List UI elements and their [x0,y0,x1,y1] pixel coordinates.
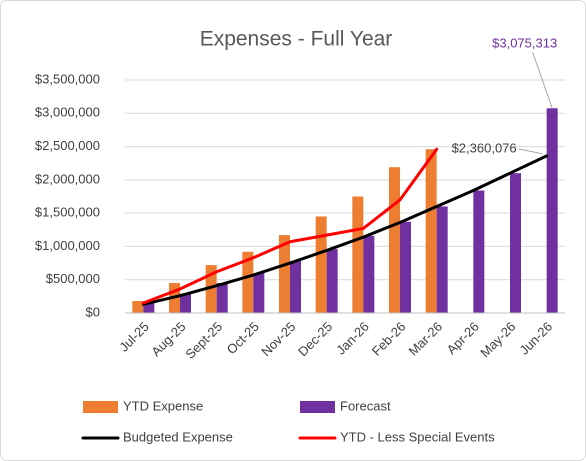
bar [315,216,327,313]
legend-label: Forecast [340,398,391,413]
bar [473,190,485,313]
legend-label: Budgeted Expense [123,429,233,444]
y-tick-label: $3,500,000 [35,71,100,86]
y-tick-label: $500,000 [46,271,100,286]
y-tick-label: $1,000,000 [35,238,100,253]
bar [363,235,375,313]
bar [425,149,437,313]
bar [216,283,228,313]
bar [143,303,155,313]
bar [510,173,521,313]
legend-swatch [83,401,118,413]
chart-title: Expenses - Full Year [200,28,393,51]
y-tick-label: $2,000,000 [35,171,100,186]
line [141,147,439,305]
bar [400,221,411,313]
bar [205,265,217,313]
bar [326,249,338,313]
legend-label: YTD Expense [123,398,203,413]
bar [389,167,400,313]
y-tick-label: $2,500,000 [35,138,100,153]
bar [242,251,254,313]
y-tick-label: $1,500,000 [35,205,100,220]
bar [180,293,191,313]
bar [253,273,265,313]
data-label: $3,075,313 [492,36,557,51]
bar [352,196,364,313]
bar [290,261,301,313]
bar [436,206,448,313]
line [141,154,549,306]
bar [546,108,558,313]
y-tick-label: $0 [86,304,100,319]
bar [279,235,290,313]
legend-swatch [300,401,335,413]
leader-line [532,52,553,109]
y-tick-label: $3,000,000 [35,105,100,120]
legend-label: YTD - Less Special Events [340,429,495,444]
bar [132,301,144,313]
data-label: $2,360,076 [452,140,517,155]
leader-line [518,148,543,155]
